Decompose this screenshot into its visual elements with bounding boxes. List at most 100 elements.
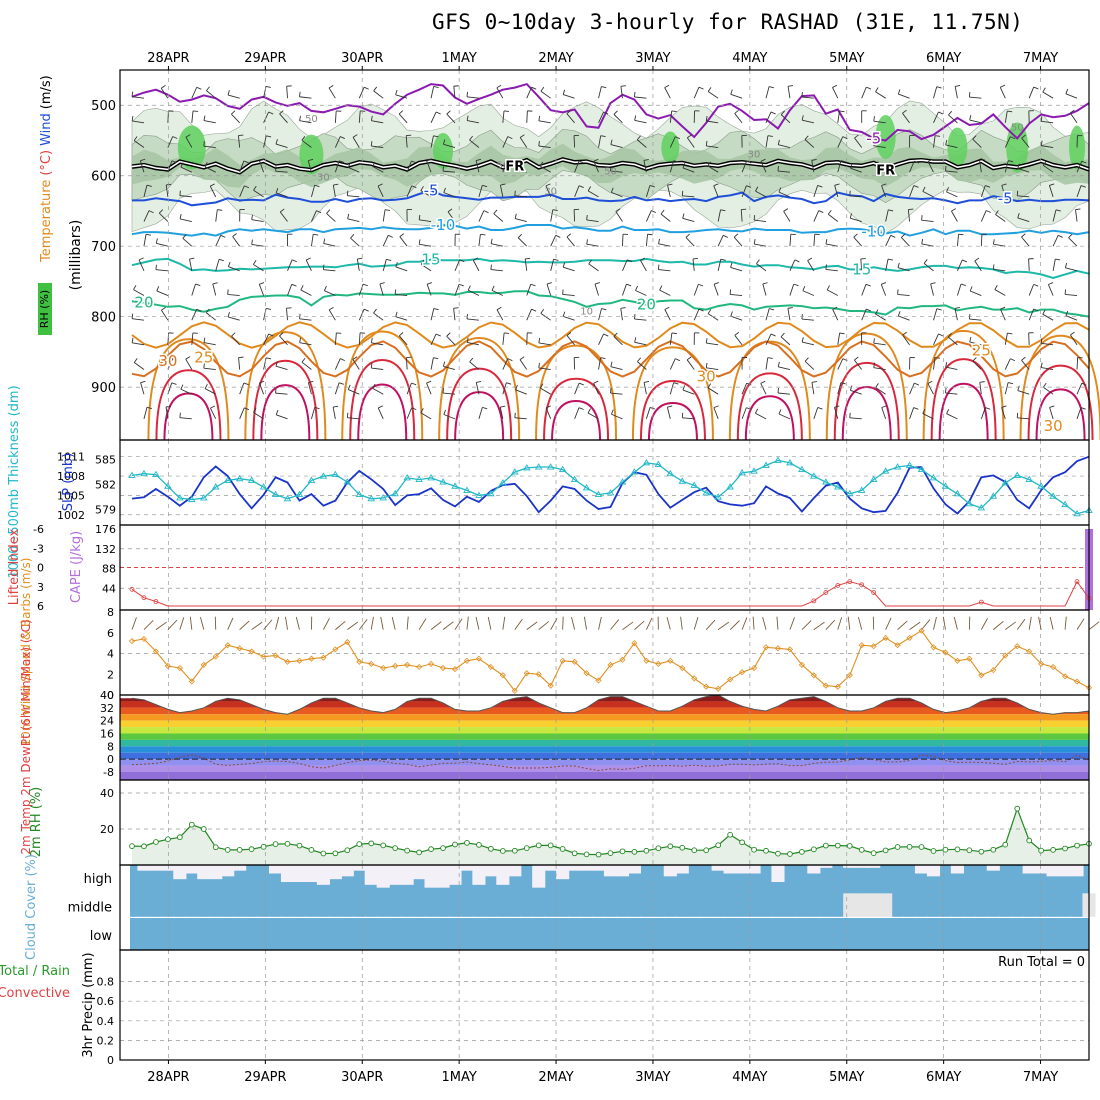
thickness-point (666, 469, 675, 477)
wind-barb-flag (842, 136, 848, 140)
li-tick: -3 (33, 542, 44, 555)
wind-barb-flag (600, 135, 606, 138)
wind-barb (610, 392, 623, 395)
thickness-point (714, 493, 722, 500)
wind-barb-flag (203, 363, 205, 369)
lower-isotherm-arch (535, 344, 618, 441)
wind10m-barb (1004, 621, 1016, 630)
wind-barb-flag (626, 283, 632, 287)
wind-barb-flag (384, 209, 391, 211)
wind-barb-flag (131, 313, 134, 319)
wind-barb (203, 145, 216, 148)
wind-barb (446, 113, 456, 124)
top-date-label: 28APR (147, 51, 189, 66)
wind-barb-flag (985, 210, 991, 213)
mb-tick-label: 500 (91, 99, 116, 114)
temp-band (120, 707, 1089, 715)
wind-barb-flag (370, 363, 373, 369)
wind-barb (526, 110, 528, 123)
wind-barb-flag (340, 136, 345, 139)
wind-barb (227, 294, 240, 296)
wind-barb (956, 283, 962, 296)
wind-barb (566, 236, 575, 247)
rh2m-point (452, 841, 458, 848)
wind10m-point (475, 655, 482, 662)
wind-barb-flag (1065, 89, 1069, 95)
wind-barb-flag (1075, 208, 1081, 211)
upper-air-ylabel-part: Temperature (39, 180, 54, 263)
wind-barb-flag (578, 160, 584, 164)
wind-barb (730, 93, 743, 99)
wind-barb (778, 191, 791, 198)
wind-barb (259, 160, 265, 173)
thickness-point (235, 474, 244, 482)
wind-barb-flag (675, 136, 681, 140)
cloud-high-gap (532, 865, 546, 888)
rh2m-point (248, 846, 255, 853)
wind-barb (945, 392, 958, 395)
wind-barb-flag (500, 183, 506, 186)
cloud-high-gap (304, 865, 318, 882)
rh2m-point (188, 821, 195, 828)
wind-barb (307, 160, 312, 173)
wind-barb (356, 258, 360, 271)
temp-band (120, 714, 1089, 721)
wind-barb (1017, 167, 1030, 173)
wind-barb (730, 294, 743, 296)
temp-tick: 40 (100, 689, 114, 702)
lifted-index-line (131, 580, 1090, 607)
wind-barb (334, 110, 337, 123)
rh2m-point (954, 846, 961, 853)
wind-barb (598, 111, 605, 124)
wind10m-point (392, 662, 399, 670)
slp-tick: 1002 (57, 509, 85, 522)
wind-barb (334, 332, 337, 345)
wind-barb (275, 143, 288, 148)
wind-barb-flag (266, 357, 272, 360)
wind-barb (713, 284, 719, 296)
isotherm-label: 15 (422, 251, 441, 269)
precip-ylabel: 3hr Precip (mm) (81, 952, 96, 1057)
wind-barb (933, 308, 938, 321)
rh2m-point (236, 847, 243, 853)
wind-barb (666, 407, 671, 419)
wind-barb (1042, 91, 1054, 99)
wind-barb (898, 93, 910, 99)
wind-barb-flag (131, 337, 134, 343)
wind-barb (382, 209, 386, 222)
isotherm-label: -5 (866, 129, 881, 147)
wind-barb-flag (1007, 110, 1013, 113)
wind-barb-flag (923, 259, 928, 264)
wind-barb (755, 412, 767, 420)
wind-barb (682, 417, 695, 420)
rh-contour-label: 30 (544, 187, 557, 198)
thickness-point (367, 494, 376, 502)
wind-barb-flag (746, 407, 752, 410)
wind-barb (1004, 358, 1011, 370)
wind-barb (1000, 309, 1006, 321)
wind-barb-flag (217, 209, 223, 211)
rh2m-point (499, 848, 506, 854)
wind10m-barb (167, 619, 178, 630)
wind-barb (734, 335, 743, 346)
wind-barb (215, 209, 218, 222)
wind-barb (563, 94, 575, 99)
rh2m-tick: 40 (100, 787, 114, 800)
temp2m-ylabel: 2m Temp 2m DewPt (6hr Min/Max) (°C) (19, 619, 33, 854)
wind-barb (406, 407, 413, 420)
wind10m-point (750, 664, 758, 672)
cloud-middle-gap (867, 893, 881, 918)
wind-barb (515, 389, 527, 395)
wind-barb-flag (566, 233, 572, 238)
wind-barb-flag (979, 381, 985, 383)
rh2m-point (332, 850, 339, 857)
wind10m-point (511, 687, 518, 694)
wind-barb (1028, 284, 1035, 296)
wind-barb (873, 342, 886, 346)
wind-barb-flag (767, 357, 773, 359)
rh2m-point (811, 846, 817, 853)
wind-barb (873, 145, 886, 148)
rh2m-point (212, 844, 219, 851)
wind-barb (1048, 185, 1054, 197)
